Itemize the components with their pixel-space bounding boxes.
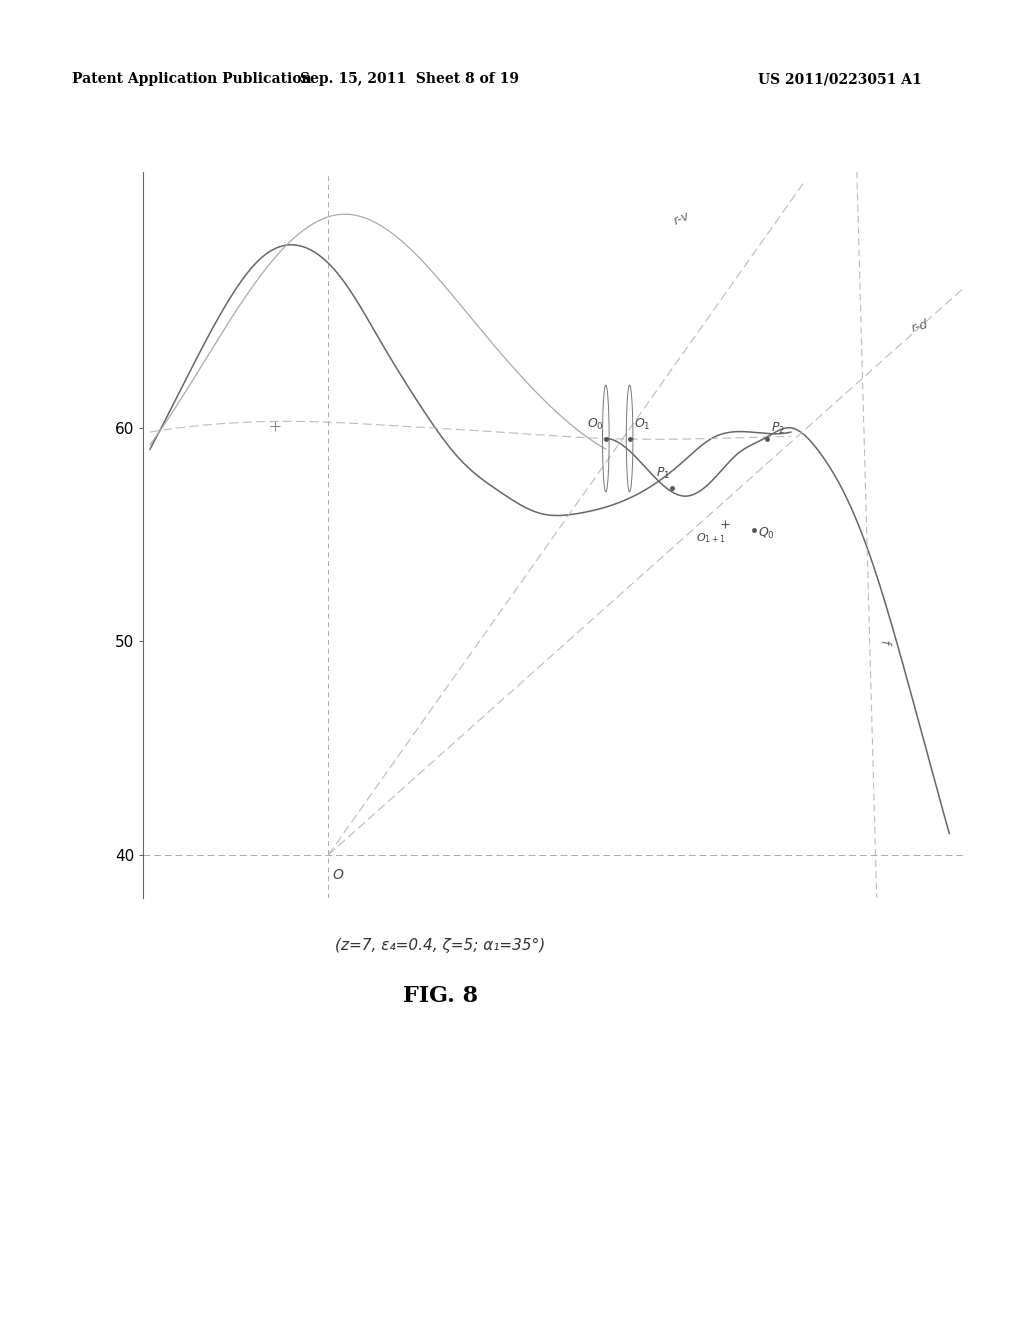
- Text: $O_0$: $O_0$: [588, 417, 604, 432]
- Text: f: f: [877, 639, 890, 644]
- Text: r-d: r-d: [909, 318, 930, 335]
- Text: $Q_0$: $Q_0$: [758, 525, 774, 541]
- Text: (z=7, ε₄=0.4, ζ=5; α₁=35°): (z=7, ε₄=0.4, ζ=5; α₁=35°): [335, 937, 546, 953]
- Text: US 2011/0223051 A1: US 2011/0223051 A1: [758, 73, 922, 86]
- Text: r-v: r-v: [672, 210, 692, 228]
- Text: $O_{1+1}$: $O_{1+1}$: [695, 531, 725, 545]
- Text: Patent Application Publication: Patent Application Publication: [72, 73, 311, 86]
- Text: O: O: [333, 867, 343, 882]
- Text: Sep. 15, 2011  Sheet 8 of 19: Sep. 15, 2011 Sheet 8 of 19: [300, 73, 519, 86]
- Text: FIG. 8: FIG. 8: [402, 985, 478, 1007]
- Text: $P_2$: $P_2$: [771, 421, 785, 436]
- Text: $P_1$: $P_1$: [656, 466, 671, 480]
- Text: $O_1$: $O_1$: [634, 417, 650, 432]
